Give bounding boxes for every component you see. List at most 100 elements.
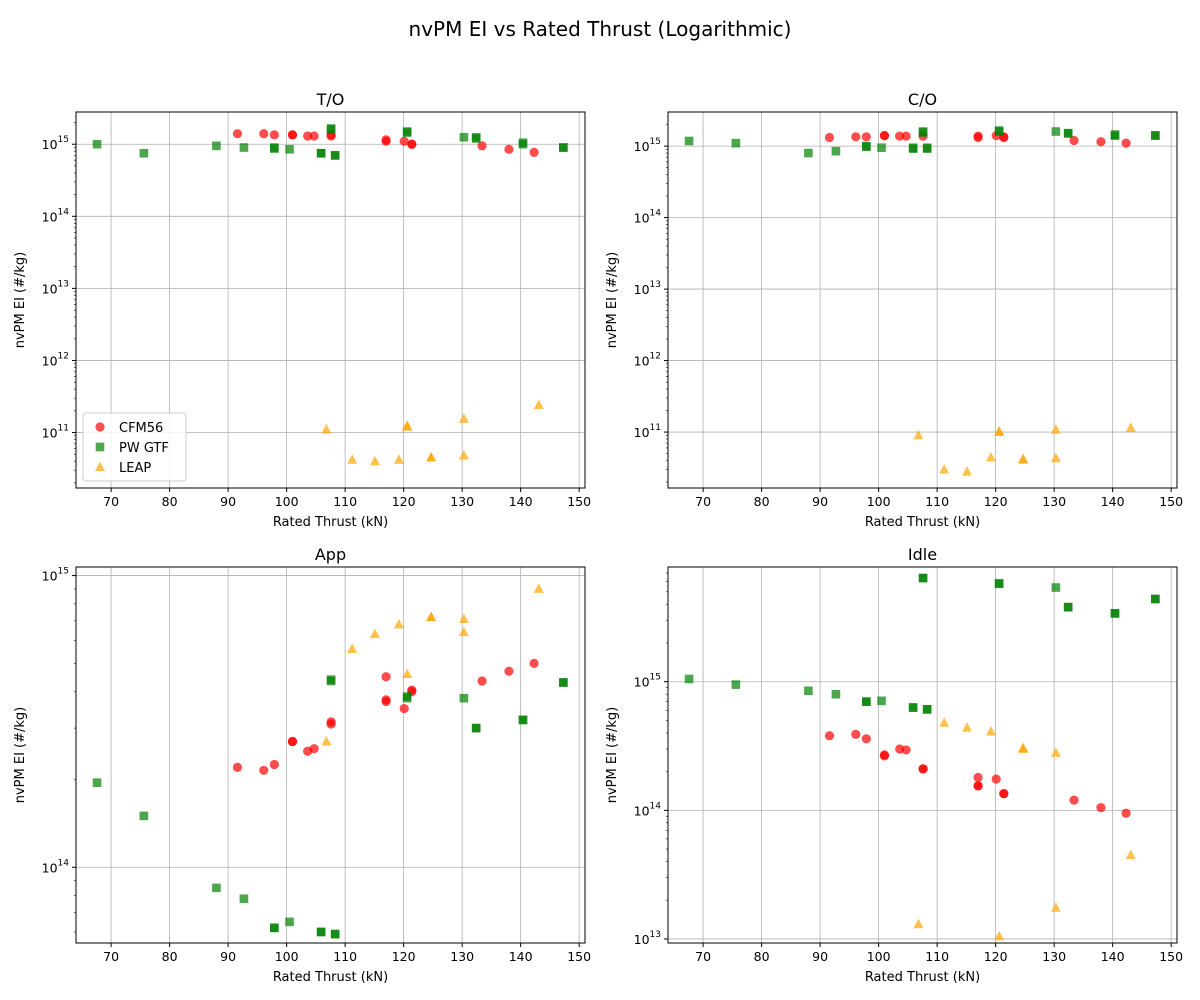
- data-point: [913, 429, 924, 440]
- data-point: [913, 918, 924, 929]
- data-point: [1121, 808, 1131, 818]
- data-point: [92, 778, 102, 787]
- x-axis-label: Rated Thrust (kN): [273, 515, 388, 530]
- series-cfm56: [824, 729, 1131, 818]
- data-point: [973, 132, 983, 143]
- y-tick-exponent: 15: [650, 137, 661, 147]
- data-point: [922, 144, 932, 153]
- x-tick-label: 70: [695, 949, 711, 964]
- x-tick-label: 110: [925, 494, 949, 509]
- x-tick-label: 80: [754, 949, 770, 964]
- data-point: [861, 132, 871, 142]
- panel-1: 70 80 90 100 110 120 130 140 1501011101210131014…: [605, 90, 1183, 530]
- data-point: [961, 722, 972, 732]
- data-point: [939, 717, 950, 727]
- x-axis-label: Rated Thrust (kN): [273, 970, 388, 985]
- series-leap: [321, 583, 544, 746]
- y-tick-exponent: 15: [58, 135, 69, 145]
- x-tick-label: 130: [450, 494, 474, 509]
- data-point: [1051, 583, 1061, 592]
- legend-marker: [95, 461, 105, 471]
- x-tick-label: 100: [275, 494, 299, 509]
- x-tick-label: 100: [275, 949, 299, 964]
- data-point: [139, 811, 149, 821]
- axes-frame: [667, 111, 1178, 489]
- data-point: [731, 680, 741, 689]
- data-point: [459, 132, 469, 142]
- data-point: [459, 693, 469, 703]
- data-point: [1069, 795, 1079, 805]
- x-tick-label: 90: [220, 949, 236, 964]
- data-point: [347, 643, 358, 654]
- data-point: [259, 129, 269, 139]
- data-point: [269, 130, 279, 140]
- data-point: [824, 132, 835, 143]
- data-point: [804, 686, 813, 696]
- legend-label: CFM56: [119, 421, 163, 436]
- y-tick-label: 1014: [42, 858, 70, 875]
- data-point: [303, 131, 313, 141]
- data-point: [1151, 594, 1160, 604]
- series-cfm56: [232, 658, 539, 775]
- data-point: [973, 781, 983, 791]
- data-point: [1125, 422, 1136, 432]
- y-tick-label: 1014: [634, 801, 662, 818]
- x-tick-label: 140: [1101, 949, 1125, 964]
- data-point: [831, 146, 841, 156]
- y-tick-label: 1015: [634, 137, 661, 154]
- data-point: [393, 618, 404, 629]
- data-point: [393, 454, 404, 464]
- data-point: [347, 454, 358, 464]
- data-point: [985, 452, 996, 462]
- y-axis-label: nvPM EI (#/kg): [13, 707, 28, 804]
- data-point: [239, 143, 249, 152]
- series-pw-gtf: [684, 573, 1160, 714]
- y-tick-label: 1014: [634, 209, 662, 226]
- data-point: [684, 136, 694, 146]
- data-point: [326, 124, 336, 133]
- x-tick-label: 130: [1042, 494, 1066, 509]
- y-tick-exponent: 14: [58, 858, 70, 868]
- x-tick-label: 110: [925, 949, 949, 964]
- data-point: [92, 139, 102, 149]
- data-point: [285, 917, 294, 927]
- y-tick-exponent: 12: [650, 352, 661, 362]
- data-point: [269, 759, 279, 770]
- series-cfm56: [232, 129, 539, 158]
- data-point: [458, 450, 469, 460]
- panel-3: 70 80 90 100 110 120 130 140 150101310141015Idle…: [605, 545, 1183, 985]
- data-point: [824, 731, 835, 741]
- figure-title: nvPM EI vs Rated Thrust (Logarithmic): [409, 17, 792, 41]
- legend: CFM56 PW GTF LEAP: [82, 412, 187, 482]
- data-point: [908, 703, 918, 712]
- x-tick-label: 80: [162, 949, 178, 964]
- data-point: [399, 136, 409, 146]
- x-tick-label: 120: [984, 494, 1008, 509]
- data-point: [402, 420, 413, 430]
- y-tick-label: 1015: [634, 673, 661, 690]
- data-point: [381, 695, 391, 705]
- series-pw-gtf: [92, 124, 568, 160]
- x-tick-label: 150: [1159, 494, 1183, 509]
- y-axis-label: nvPM EI (#/kg): [13, 252, 28, 349]
- legend-marker: [95, 422, 105, 432]
- y-tick-exponent: 14: [650, 801, 662, 811]
- data-point: [316, 148, 326, 158]
- data-point: [369, 455, 380, 466]
- data-point: [287, 130, 298, 140]
- data-point: [518, 715, 528, 725]
- y-tick-exponent: 12: [58, 351, 69, 361]
- data-point: [321, 424, 332, 434]
- data-point: [270, 923, 279, 933]
- y-tick-base: 10: [42, 569, 58, 584]
- axes-frame: [75, 566, 586, 944]
- series-cfm56: [824, 131, 1131, 148]
- data-point: [994, 930, 1005, 941]
- data-point: [285, 145, 294, 154]
- data-point: [326, 675, 336, 684]
- x-tick-label: 90: [220, 494, 236, 509]
- y-tick-exponent: 13: [58, 279, 69, 289]
- data-point: [529, 658, 539, 668]
- y-tick-label: 1014: [42, 207, 70, 224]
- series-leap: [913, 717, 1136, 941]
